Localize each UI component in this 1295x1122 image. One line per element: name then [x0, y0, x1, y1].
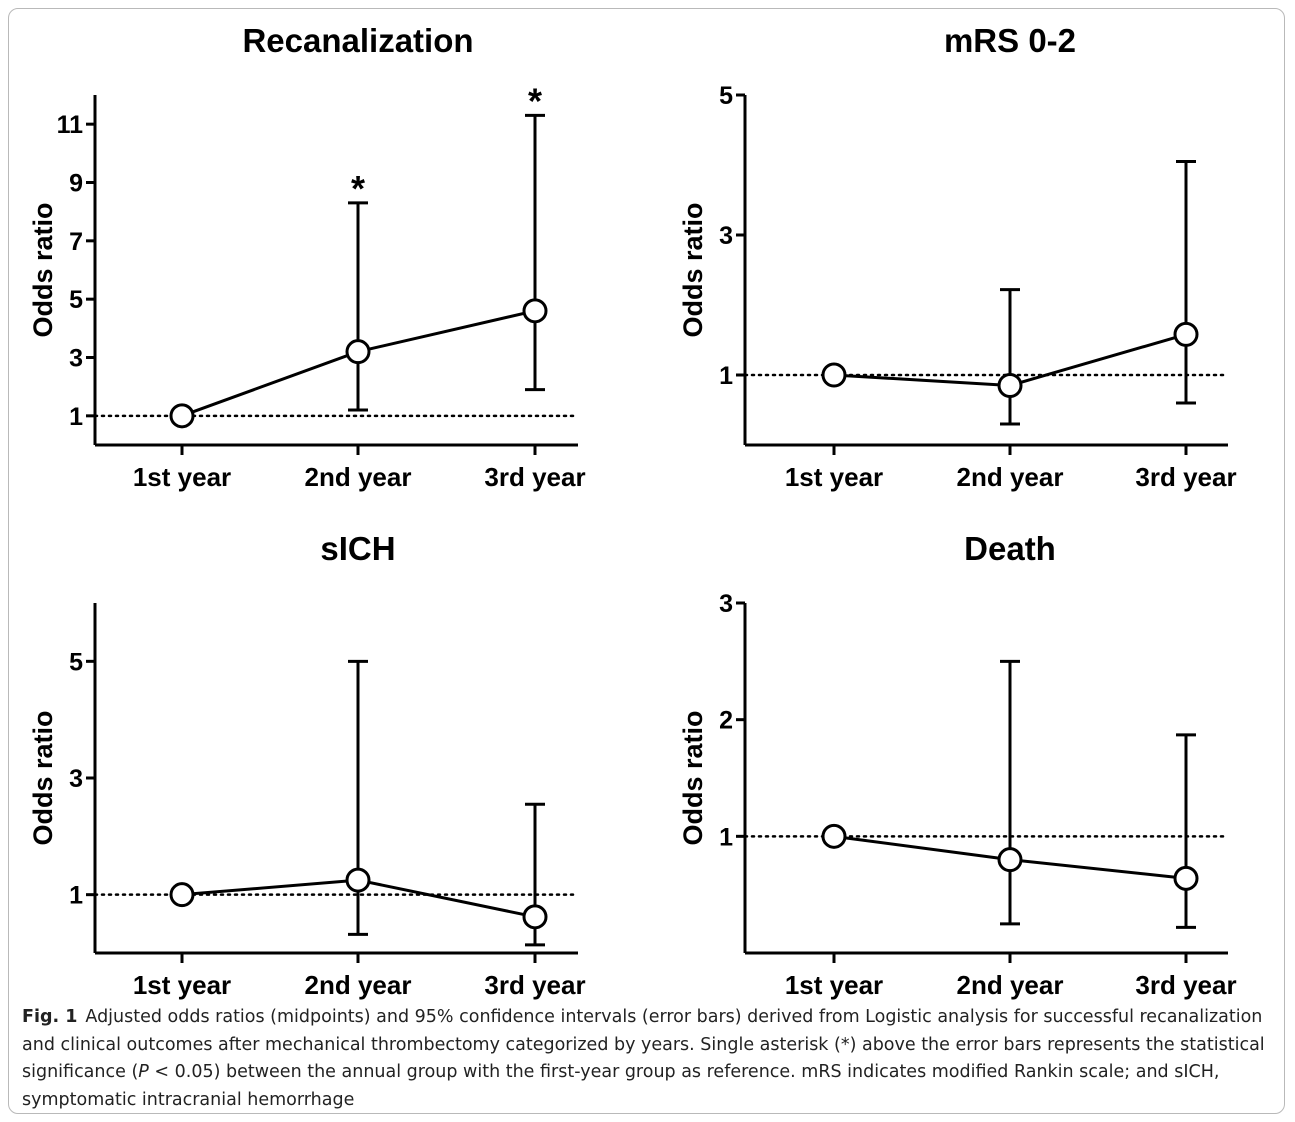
significance-asterisk: * [528, 80, 542, 121]
y-tick-label: 3 [719, 590, 733, 618]
chart-panel: Death Odds ratio 1 2 3 1st year 2nd year 3rd ye… [678, 530, 1237, 1000]
data-point [345, 339, 371, 365]
y-tick-label: 5 [69, 286, 83, 314]
chart-panel: sICH Odds ratio 1 3 5 1st year 2nd year 3rd yea… [28, 530, 586, 1000]
figure-caption: Fig. 1 Adjusted odds ratios (midpoints) a… [22, 1004, 1272, 1114]
chart-title: mRS 0-2 [944, 22, 1076, 59]
y-tick-label: 7 [69, 228, 83, 256]
data-point [1173, 865, 1199, 891]
x-tick-label: 2nd year [305, 970, 412, 1000]
caption-text-b: < 0.05) between the annual group with th… [22, 1062, 1220, 1110]
x-tick-label: 1st year [785, 462, 883, 492]
x-tick-label: 3rd year [1135, 462, 1236, 492]
x-tick-label: 3rd year [484, 970, 585, 1000]
y-tick-label: 3 [69, 345, 83, 373]
y-tick-label: 1 [719, 362, 733, 390]
x-tick-label: 1st year [785, 970, 883, 1000]
y-axis-label: Odds ratio [678, 202, 708, 337]
chart-title: Recanalization [242, 22, 473, 59]
chart-panel: mRS 0-2 Odds ratio 1 3 5 1st year 2nd year 3rd … [678, 22, 1237, 492]
data-point [1173, 321, 1199, 347]
y-tick-label: 5 [719, 82, 733, 110]
chart-panel: Recanalization Odds ratio 1 3 5 7 9 11 1st year 2… [28, 22, 586, 492]
data-point [522, 904, 548, 930]
x-tick-label: 2nd year [305, 462, 412, 492]
y-axis-label: Odds ratio [28, 202, 58, 337]
figure-frame [8, 8, 1285, 1114]
data-point [345, 867, 371, 893]
y-tick-label: 1 [69, 882, 83, 910]
data-point [169, 403, 195, 429]
y-tick-label: 3 [69, 765, 83, 793]
x-tick-label: 1st year [133, 970, 231, 1000]
y-tick-label: 3 [719, 222, 733, 250]
y-tick-label: 1 [69, 403, 83, 431]
x-tick-label: 1st year [133, 462, 231, 492]
x-tick-label: 2nd year [957, 970, 1064, 1000]
chart-title: Death [964, 530, 1056, 567]
significance-asterisk: * [351, 168, 365, 209]
y-axis-label: Odds ratio [28, 710, 58, 845]
data-point [997, 373, 1023, 398]
data-point [997, 847, 1023, 873]
chart-title: sICH [320, 530, 395, 567]
y-axis-label: Odds ratio [678, 710, 708, 845]
y-tick-label: 1 [719, 823, 733, 851]
y-tick-label: 2 [719, 707, 733, 735]
y-tick-label: 11 [57, 111, 84, 139]
y-tick-label: 9 [69, 170, 83, 198]
x-tick-label: 3rd year [1135, 970, 1236, 1000]
data-point [169, 882, 195, 908]
y-tick-label: 5 [69, 648, 83, 676]
x-tick-label: 2nd year [957, 462, 1064, 492]
caption-p-symbol: P [138, 1062, 149, 1082]
caption-text-a: Adjusted odds ratios (midpoints) and 95%… [22, 1007, 1265, 1082]
data-point [821, 823, 847, 849]
data-point [821, 362, 847, 388]
x-tick-label: 3rd year [484, 462, 585, 492]
data-point [522, 298, 548, 324]
figure-label: Fig. 1 [22, 1007, 78, 1027]
